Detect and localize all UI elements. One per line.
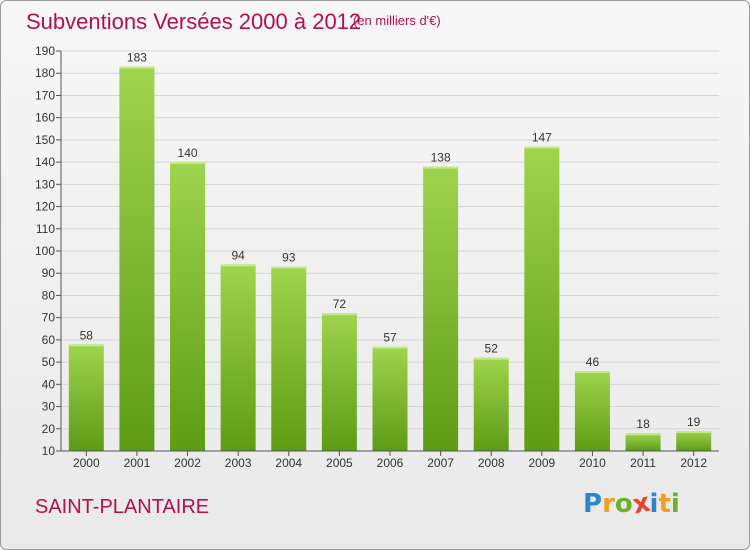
logo-letter: P xyxy=(583,489,603,519)
y-tick-label: 140 xyxy=(35,155,55,169)
logo-letter: o xyxy=(614,489,633,519)
bar-2011 xyxy=(625,433,661,451)
y-tick-label: 30 xyxy=(42,400,56,414)
y-tick-label: 190 xyxy=(35,44,55,58)
commune-name: SAINT-PLANTAIRE xyxy=(35,496,210,518)
bar-highlight xyxy=(625,433,661,436)
bar-highlight xyxy=(473,357,509,360)
logo-letter: t xyxy=(658,489,671,519)
y-tick-label: 130 xyxy=(35,177,55,191)
x-axis: 2000 2001 2002 2003 2004 2005 2006 2007 2008 2009… xyxy=(61,450,719,470)
bar-2003 xyxy=(220,264,256,451)
bar-highlight xyxy=(524,146,560,149)
bar-2007 xyxy=(423,166,459,452)
y-axis: 10 20 30 40 50 60 70 80 90 100 110 120 130 140 150 160 1… xyxy=(35,44,62,458)
x-tick-label: 2009 xyxy=(528,456,555,470)
y-tick-label: 120 xyxy=(35,200,55,214)
y-tick-label: 10 xyxy=(42,444,56,458)
value-label: 18 xyxy=(636,417,650,431)
bar-2006 xyxy=(372,346,408,451)
y-tick-label: 170 xyxy=(35,88,55,102)
y-tick-label: 90 xyxy=(42,266,56,280)
bar-highlight xyxy=(119,66,155,69)
y-tick-label: 50 xyxy=(42,355,56,369)
y-tick-label: 70 xyxy=(42,311,56,325)
value-label: 147 xyxy=(532,131,552,145)
x-tick-label: 2005 xyxy=(326,456,353,470)
y-tick-label: 100 xyxy=(35,244,55,258)
bars: 58 183 140 94 93 72 57 138 52 147 46 18 19 xyxy=(68,51,712,452)
value-label: 57 xyxy=(383,331,397,345)
x-tick-label: 2012 xyxy=(680,456,707,470)
bar-highlight xyxy=(220,264,256,267)
x-tick-label: 2008 xyxy=(478,456,505,470)
logo-letter: r xyxy=(602,489,615,519)
x-tick-label: 2001 xyxy=(124,456,151,470)
x-tick-label: 2011 xyxy=(630,456,656,470)
bar-highlight xyxy=(372,346,408,349)
value-label: 46 xyxy=(586,355,600,369)
value-label: 94 xyxy=(231,248,245,262)
value-label: 140 xyxy=(178,146,198,160)
bar-highlight xyxy=(676,431,712,433)
bar-2012 xyxy=(676,431,712,451)
proxiti-logo: Proxiti xyxy=(583,488,680,521)
y-tick-label: 40 xyxy=(42,377,56,391)
y-tick-label: 60 xyxy=(42,333,56,347)
logo-letter: i xyxy=(649,489,659,519)
x-tick-label: 2002 xyxy=(174,456,201,470)
value-label: 138 xyxy=(431,151,451,165)
bar-highlight xyxy=(271,266,307,269)
bar-2009 xyxy=(524,146,560,452)
value-label: 52 xyxy=(485,342,499,356)
bar-2005 xyxy=(321,313,357,451)
bar-2002 xyxy=(170,162,206,451)
x-tick-label: 2006 xyxy=(377,456,404,470)
bar-highlight xyxy=(321,313,357,316)
bar-2010 xyxy=(574,371,610,451)
bar-2001 xyxy=(119,66,155,452)
y-tick-label: 80 xyxy=(42,288,56,302)
y-tick-label: 20 xyxy=(42,422,56,436)
x-tick-label: 2007 xyxy=(427,456,454,470)
bar-highlight xyxy=(68,344,104,347)
x-tick-label: 2003 xyxy=(225,456,252,470)
bar-2004 xyxy=(271,266,307,451)
value-label: 58 xyxy=(80,328,94,342)
value-label: 72 xyxy=(333,297,347,311)
value-label: 19 xyxy=(687,415,701,429)
y-tick-label: 110 xyxy=(36,222,55,236)
logo-letter: i xyxy=(670,489,680,519)
y-tick-label: 150 xyxy=(35,133,55,147)
unit-note: (en milliers d'€) xyxy=(353,13,441,28)
x-tick-label: 2004 xyxy=(275,456,302,470)
bar-highlight xyxy=(423,166,459,169)
bar-2008 xyxy=(473,357,509,451)
x-tick-label: 2010 xyxy=(579,456,606,470)
chart-title: Subventions Versées 2000 à 2012 xyxy=(26,9,362,34)
value-label: 183 xyxy=(127,51,147,65)
bar-highlight xyxy=(574,371,610,373)
bar-2000 xyxy=(68,344,104,451)
bar-highlight xyxy=(170,162,206,165)
value-label: 93 xyxy=(282,251,296,265)
y-tick-label: 180 xyxy=(35,66,55,80)
x-tick-label: 2000 xyxy=(73,456,100,470)
y-tick-label: 160 xyxy=(35,111,55,125)
